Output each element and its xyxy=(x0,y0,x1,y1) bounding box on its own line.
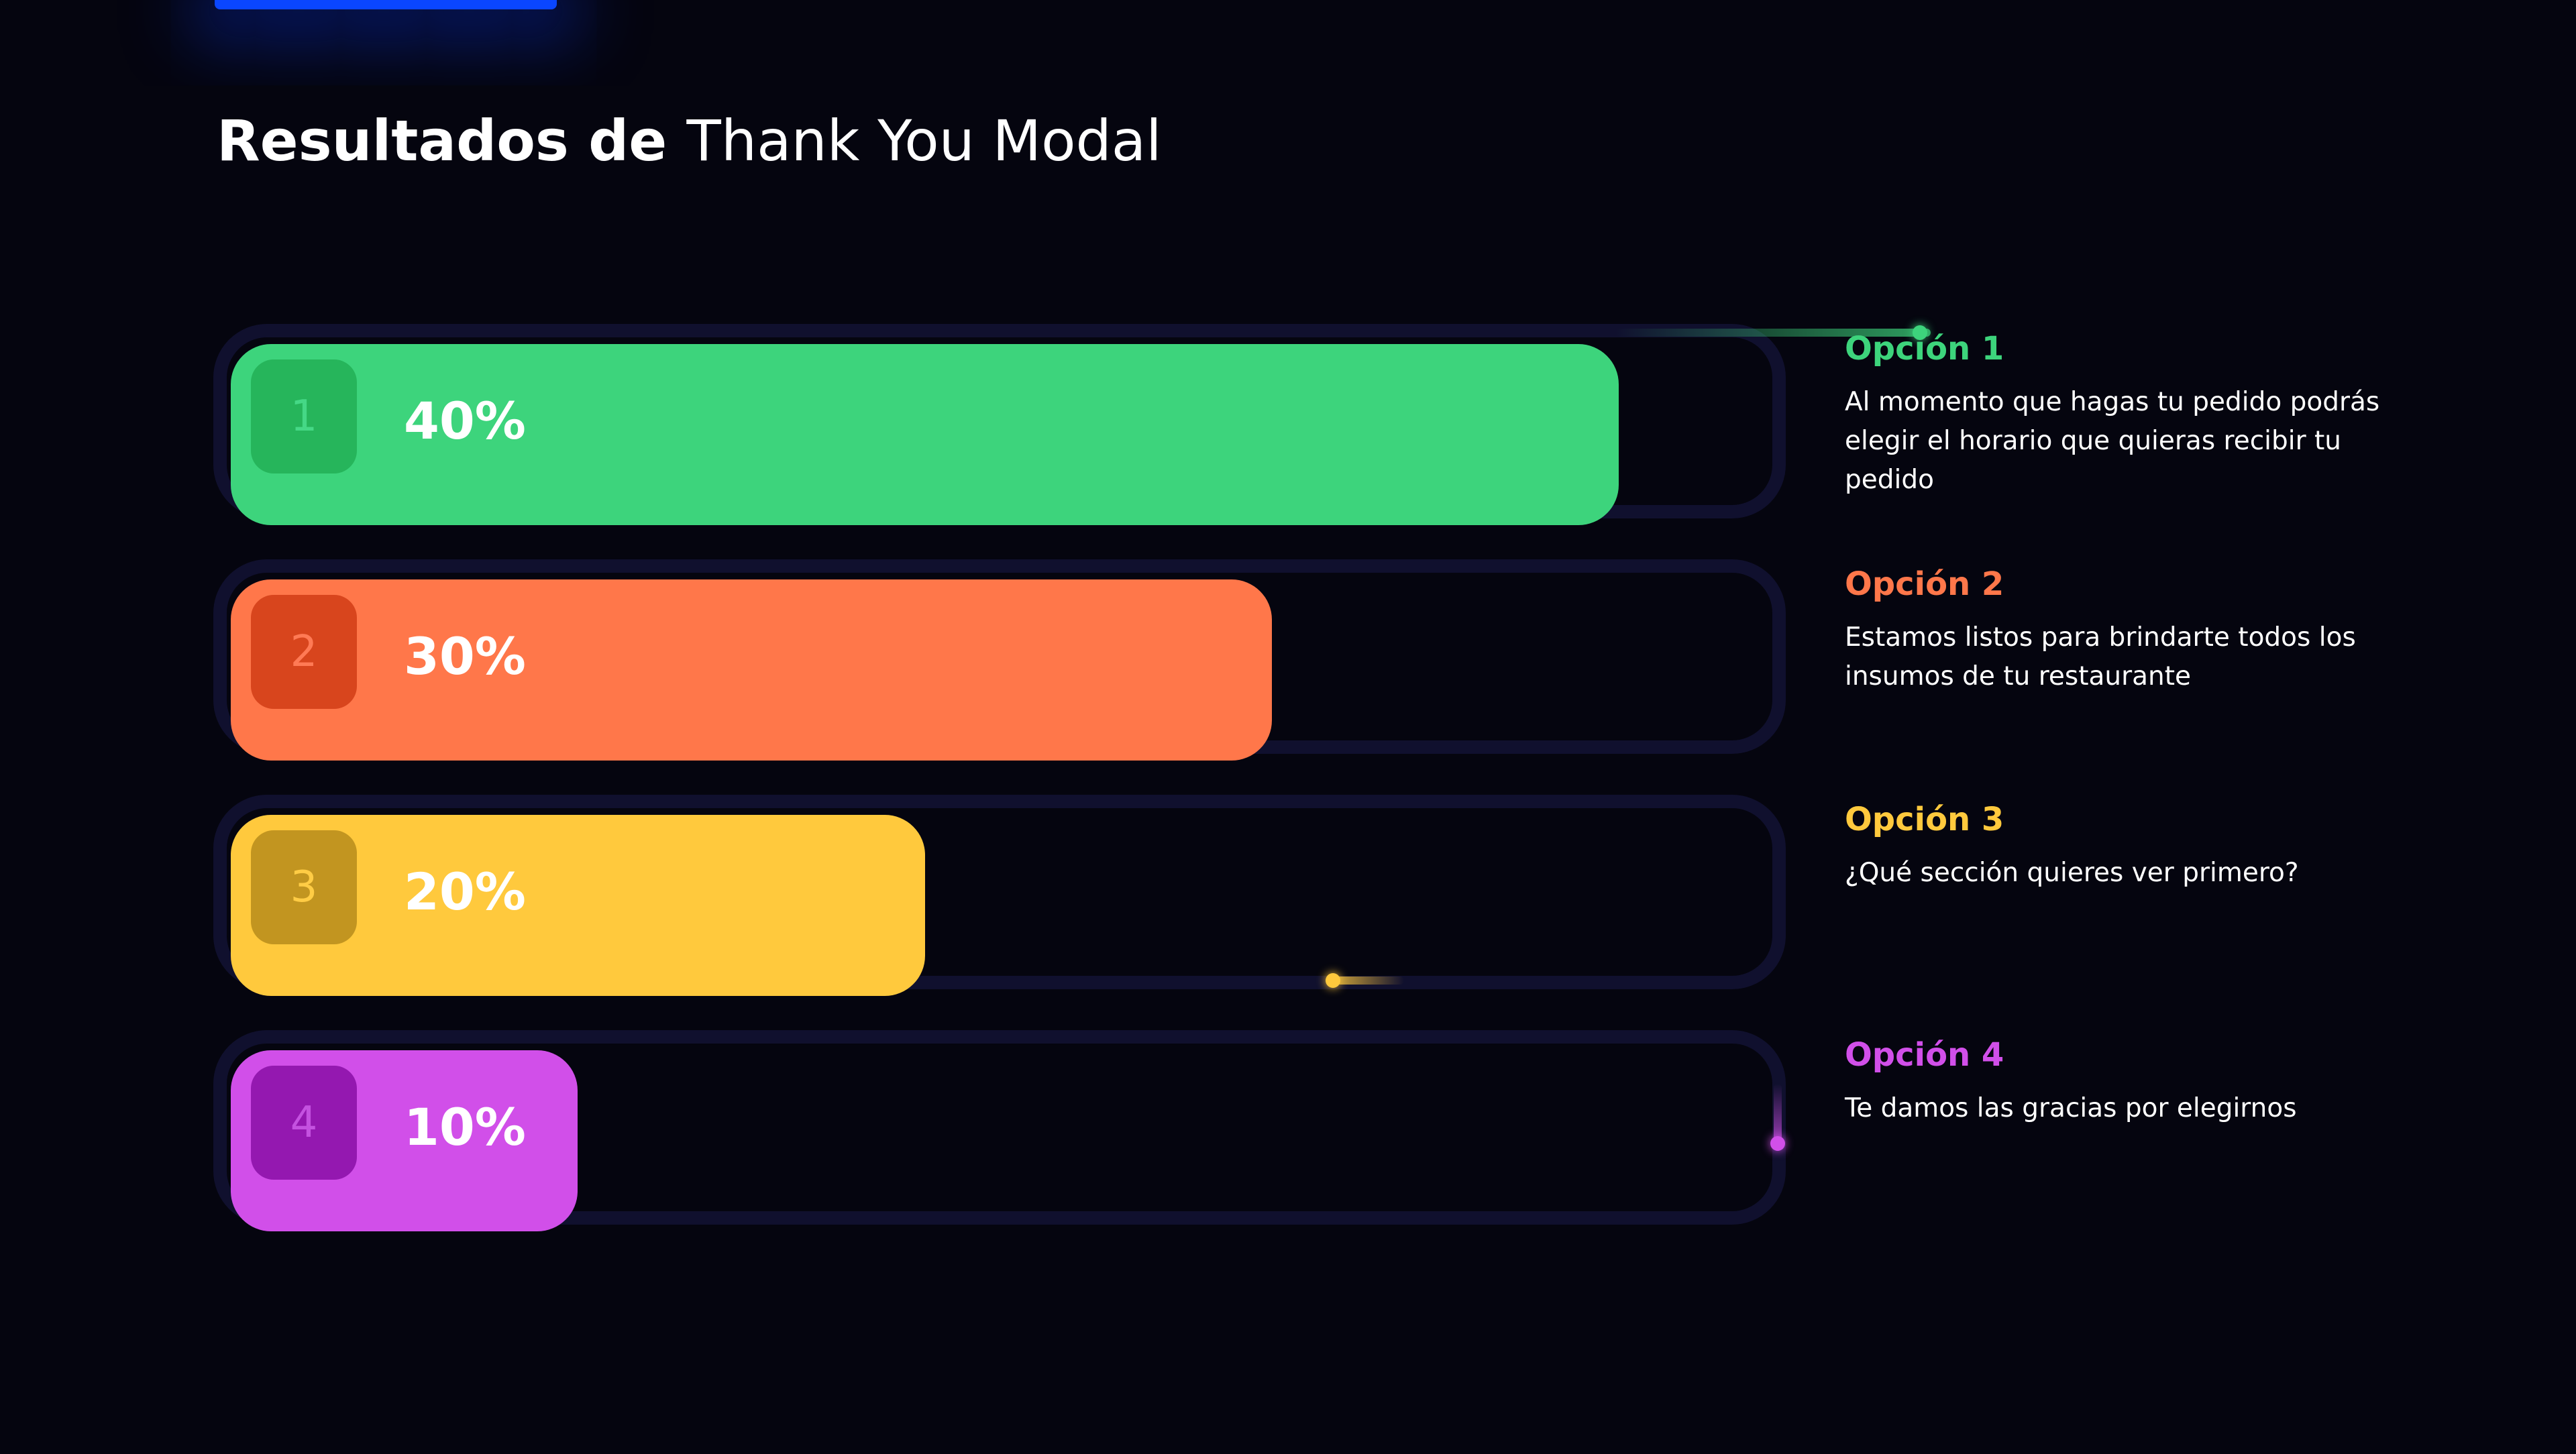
option-info: Opción 4 Te damos las gracias por elegir… xyxy=(1845,1030,2395,1128)
option-info: Opción 3 ¿Qué sección quieres ver primer… xyxy=(1845,795,2395,893)
progress-glow-trail xyxy=(1615,329,1931,337)
result-bar-fill xyxy=(231,344,1619,525)
progress-glow-trail xyxy=(1330,976,1404,985)
option-title: Opción 4 xyxy=(1845,1036,2004,1074)
page-title-rest: Thank You Modal xyxy=(686,108,1162,174)
option-title: Opción 1 xyxy=(1845,330,2004,368)
option-description: ¿Qué sección quieres ver primero? xyxy=(1845,858,2299,888)
progress-glow-trail xyxy=(1774,1084,1782,1151)
option-number-badge: 1 xyxy=(251,359,357,473)
result-row-1: 1 40% Opción 1 Al momento que hagas tu p… xyxy=(213,324,2467,525)
result-bar-fill xyxy=(231,579,1272,761)
result-bar-track xyxy=(213,1030,1786,1231)
result-percentage: 40% xyxy=(404,391,526,451)
option-number-badge: 2 xyxy=(251,595,357,709)
progress-glow-dot xyxy=(1913,325,1927,340)
option-number-badge: 4 xyxy=(251,1066,357,1180)
result-row-3: 3 20% Opción 3 ¿Qué sección quieres ver … xyxy=(213,795,2467,996)
top-accent-bar xyxy=(215,0,557,9)
result-row-2: 2 30% Opción 2 Estamos listos para brind… xyxy=(213,559,2467,761)
result-percentage: 20% xyxy=(404,862,526,921)
option-description: Te damos las gracias por elegirnos xyxy=(1845,1093,2297,1123)
result-bar-track xyxy=(213,559,1786,761)
option-info: Opción 1 Al momento que hagas tu pedido … xyxy=(1845,324,2395,500)
page-title: Resultados de Thank You Modal xyxy=(217,101,1162,181)
result-percentage: 30% xyxy=(404,626,526,686)
option-description: Al momento que hagas tu pedido podrás el… xyxy=(1845,387,2380,495)
result-bar-track xyxy=(213,324,1786,525)
option-number-badge: 3 xyxy=(251,830,357,944)
progress-glow-dot xyxy=(1326,973,1340,988)
option-title: Opción 3 xyxy=(1845,801,2004,838)
option-title: Opción 2 xyxy=(1845,565,2004,603)
progress-glow-dot xyxy=(1770,1136,1785,1151)
result-percentage: 10% xyxy=(404,1097,526,1157)
result-row-4: 4 10% Opción 4 Te damos las gracias por … xyxy=(213,1030,2467,1231)
option-info: Opción 2 Estamos listos para brindarte t… xyxy=(1845,559,2395,696)
page-title-bold: Resultados de xyxy=(217,108,667,174)
option-description: Estamos listos para brindarte todos los … xyxy=(1845,622,2356,691)
